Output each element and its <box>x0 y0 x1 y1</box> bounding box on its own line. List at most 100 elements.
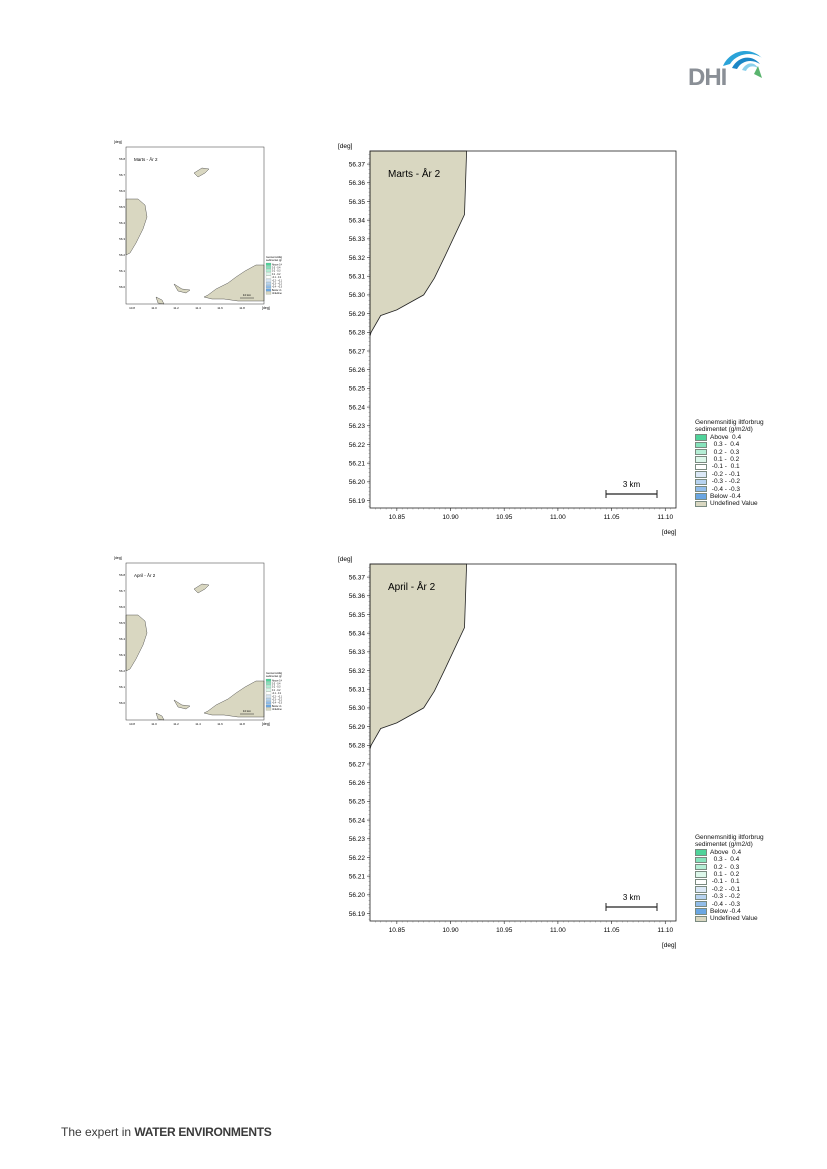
legend-title-line1: Gennemsnitlig iltforbrug <box>695 834 764 841</box>
y-tick-label: 56.21 <box>349 460 366 467</box>
thumb-y-tick: 56.5 <box>119 205 125 209</box>
thumb-legend-swatch <box>265 285 272 289</box>
thumb-legend-swatch <box>265 291 272 295</box>
y-tick-label: 56.35 <box>349 199 366 206</box>
legend-swatch <box>695 486 707 493</box>
thumb-frame <box>125 146 265 305</box>
y-tick-label: 56.28 <box>349 330 366 337</box>
footer-tagline: The expert in WATER ENVIRONMENTS <box>61 1125 272 1139</box>
thumb-y-tick: 56.3 <box>119 237 125 241</box>
y-tick-label: 56.22 <box>349 855 366 862</box>
x-tick-label: 11.05 <box>604 927 620 934</box>
thumb-x-tick: 11.6 <box>217 722 223 726</box>
legend-swatch <box>695 434 707 441</box>
legend-item: Undefined Value <box>695 500 805 507</box>
thumb-y-tick: 56.0 <box>119 701 125 705</box>
legend-swatch <box>695 493 707 500</box>
thumb-x-tick: 11.0 <box>151 306 157 310</box>
y-tick-label: 56.26 <box>349 780 366 787</box>
scale-bar-label: 3 km <box>623 480 641 489</box>
thumb-legend-label: 0.3 - 0.4 <box>272 268 281 270</box>
legend-1: Gennemsnitlig iltforbrug sedimentet (g/m… <box>695 419 805 508</box>
y-axis-unit: [deg] <box>338 556 353 563</box>
x-tick-label: 10.90 <box>442 514 459 521</box>
legend-title-line2: sedimentet (g/m2/d) <box>695 426 753 434</box>
y-tick-label: 56.36 <box>349 180 366 187</box>
y-tick-label: 56.27 <box>349 348 366 355</box>
thumb-legend-label: 0.2 - 0.3 <box>272 687 281 689</box>
y-tick-label: 56.28 <box>349 743 366 750</box>
tagline-prefix: The expert in <box>61 1125 135 1139</box>
legend-item: Above 0.4 <box>695 849 805 856</box>
legend-label: 0.1 - 0.2 <box>710 870 740 878</box>
legend-label: 0.3 - 0.4 <box>710 856 740 864</box>
legend-item: -0.1 - 0.1 <box>695 463 805 470</box>
x-tick-label: 10.95 <box>496 927 513 934</box>
x-tick-label: 10.85 <box>389 927 406 934</box>
thumb-x-tick: 11.4 <box>195 722 201 726</box>
legend-item: Above 0.4 <box>695 434 805 441</box>
thumb-y-unit: [deg] <box>114 556 122 560</box>
legend-label: -0.3 - -0.2 <box>710 893 740 901</box>
legend-label: 0.1 - 0.2 <box>710 455 740 463</box>
legend-item: -0.4 - -0.3 <box>695 486 805 493</box>
thumb-legend-swatch <box>265 685 272 689</box>
legend-label: 0.2 - 0.3 <box>710 863 740 871</box>
thumb-legend-label: Above 0.4 <box>272 263 282 266</box>
thumb-legend-label: -0.4 - -0.3 <box>272 703 282 705</box>
y-tick-label: 56.32 <box>349 255 366 262</box>
thumb-x-unit: [deg] <box>262 722 270 726</box>
y-tick-label: 56.35 <box>349 612 366 619</box>
legend-swatch <box>695 856 707 864</box>
thumb-legend-label: -0.3 - -0.2 <box>272 284 282 286</box>
thumb-x-tick: 10.8 <box>129 306 135 310</box>
x-tick-label: 10.95 <box>496 514 513 521</box>
legend-label: Below -0.4 <box>710 907 741 915</box>
y-tick-label: 56.21 <box>349 873 366 880</box>
legend-item: Below -0.4 <box>695 908 805 915</box>
legend-swatch <box>695 449 707 456</box>
thumb-y-tick: 56.5 <box>119 621 125 625</box>
x-tick-label: 11.10 <box>657 514 673 521</box>
y-tick-label: 56.22 <box>349 442 366 449</box>
scale-bar-label: 3 km <box>623 893 641 902</box>
y-tick-label: 56.24 <box>349 817 366 824</box>
y-tick-label: 56.31 <box>349 274 366 281</box>
thumb-land-west <box>125 614 148 672</box>
thumb-legend-swatch <box>265 272 272 276</box>
thumb-legend-label: Below -0.4 <box>272 706 282 708</box>
legend-label: Above 0.4 <box>710 848 742 856</box>
legend-item: -0.1 - 0.1 <box>695 878 805 885</box>
y-tick-label: 56.34 <box>349 217 366 224</box>
legend-label: -0.2 - -0.1 <box>710 470 740 478</box>
x-tick-label: 11.00 <box>550 514 566 521</box>
overview-map-2: [deg] [deg] April - År 2 56.8 56.7 56.6 56.5 56… <box>112 553 293 743</box>
thumb-legend-title: Gennemsnitlig iltforbrug <box>266 672 282 675</box>
thumb-legend-label: -0.1 - 0.1 <box>272 693 282 695</box>
legend-item: 0.1 - 0.2 <box>695 456 805 463</box>
thumb-y-tick: 56.0 <box>119 285 125 289</box>
y-tick-label: 56.24 <box>349 404 366 411</box>
thumb-legend-swatch <box>265 288 272 292</box>
thumb-legend-label: -0.2 - -0.1 <box>272 280 282 282</box>
legend-swatch <box>695 915 707 923</box>
legend-2: Gennemsnitlig iltforbrug sedimentet (g/m… <box>695 834 805 923</box>
thumb-x-tick: 11.8 <box>239 722 245 726</box>
legend-swatch <box>695 886 707 893</box>
thumb-legend-label: 0.2 - 0.3 <box>272 271 281 273</box>
thumb-legend-swatch <box>265 269 272 273</box>
thumb-y-tick: 56.1 <box>119 269 125 273</box>
panel-title: Marts - År 2 <box>388 167 441 180</box>
thumb-legend-label: -0.1 - 0.1 <box>272 277 282 279</box>
legend-item: 0.1 - 0.2 <box>695 871 805 878</box>
thumb-y-tick: 56.6 <box>119 189 125 193</box>
legend-label: -0.4 - -0.3 <box>710 485 740 493</box>
thumb-legend-swatch <box>265 698 272 701</box>
overview-map-1: [deg] [deg] Marts - År 2 56.8 56.7 56.6 56.5 56… <box>112 137 293 327</box>
legend-title-line2: sedimentet (g/m2/d) <box>695 841 753 849</box>
y-tick-label: 56.20 <box>349 892 366 899</box>
legend-swatch <box>695 463 707 471</box>
thumb-legend-label: 0.1 - 0.2 <box>272 690 281 692</box>
thumb-x-tick: 11.2 <box>173 306 179 310</box>
thumb-legend-title: sedimentet (g/m2/d) <box>266 259 282 262</box>
